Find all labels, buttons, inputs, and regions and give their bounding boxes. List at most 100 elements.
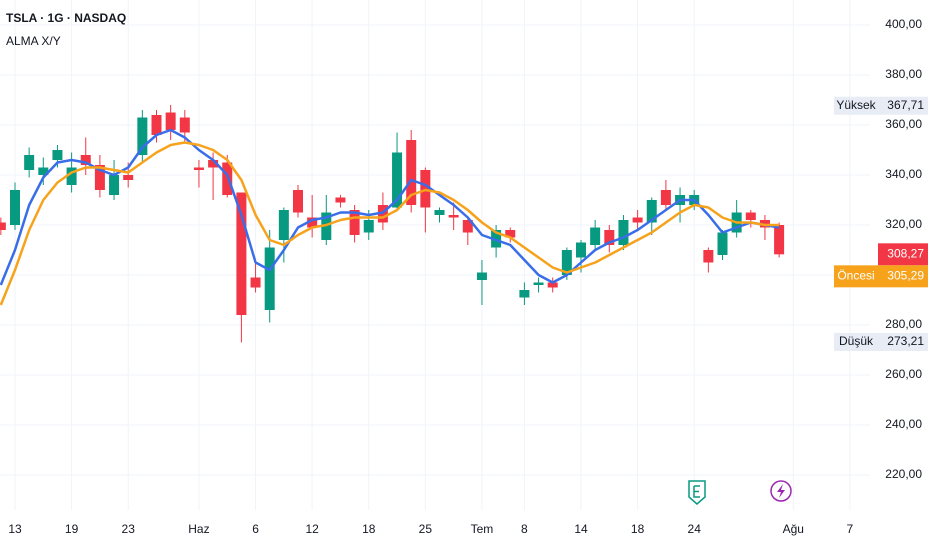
candle-body bbox=[24, 155, 35, 170]
x-tick-label: 18 bbox=[362, 522, 376, 536]
candle-body bbox=[179, 117, 190, 133]
candle-body bbox=[660, 190, 671, 205]
candle-body bbox=[632, 217, 643, 223]
price-label-name: Öncesi bbox=[837, 268, 874, 282]
candle-body bbox=[10, 190, 20, 225]
price-label-bg bbox=[878, 265, 928, 288]
x-tick-label: Haz bbox=[188, 522, 209, 536]
candle-body bbox=[392, 152, 403, 208]
candle-body bbox=[406, 140, 417, 205]
x-tick-label: 7 bbox=[847, 522, 854, 536]
candle-body bbox=[80, 155, 91, 165]
x-tick-label: 19 bbox=[65, 522, 79, 536]
candle-body bbox=[420, 170, 431, 208]
candle-body bbox=[774, 225, 785, 255]
grid bbox=[0, 0, 870, 510]
price-label-bg bbox=[878, 332, 928, 351]
candle-body bbox=[646, 200, 657, 223]
axes: 220,00240,00260,00280,00300,00320,00340,… bbox=[8, 17, 928, 536]
chart-subtitle: ALMA X/Y bbox=[6, 34, 61, 48]
price-label-name-bg bbox=[834, 332, 878, 351]
candle-body bbox=[618, 220, 629, 245]
x-tick-label: 14 bbox=[574, 522, 588, 536]
price-label-name-bg bbox=[834, 96, 878, 115]
y-tick-label: 360,00 bbox=[885, 117, 922, 131]
alma-line bbox=[0, 128, 780, 286]
y-tick-label: 260,00 bbox=[885, 367, 922, 381]
candle-body bbox=[278, 210, 289, 240]
price-label-name: Yüksek bbox=[836, 98, 876, 112]
y-tick-label: 400,00 bbox=[885, 17, 922, 31]
candle-body bbox=[123, 175, 134, 180]
candle-body bbox=[236, 192, 247, 315]
candle-body bbox=[66, 167, 77, 185]
price-label-value: 273,21 bbox=[887, 334, 924, 348]
x-tick-label: 12 bbox=[305, 522, 319, 536]
y-tick-label: 240,00 bbox=[885, 417, 922, 431]
x-tick-label: 25 bbox=[419, 522, 433, 536]
candle-body bbox=[505, 230, 516, 238]
candle-body bbox=[165, 112, 176, 130]
candle-body bbox=[476, 272, 487, 280]
candle-body bbox=[547, 282, 558, 288]
candle-body bbox=[745, 212, 756, 220]
candle-body bbox=[52, 150, 63, 160]
alma-line bbox=[0, 141, 780, 306]
candle-body bbox=[576, 242, 586, 258]
price-label-value: 308,27 bbox=[887, 246, 924, 260]
candle-body bbox=[208, 160, 219, 168]
x-tick-label: 24 bbox=[688, 522, 702, 536]
price-label-value: 305,29 bbox=[887, 268, 924, 282]
x-tick-label: 6 bbox=[252, 522, 259, 536]
x-tick-label: Tem bbox=[471, 522, 494, 536]
candle-body bbox=[307, 217, 318, 228]
candle-body bbox=[151, 115, 162, 135]
candle-body bbox=[434, 210, 445, 215]
candle-body bbox=[717, 232, 728, 255]
candle-body bbox=[94, 165, 105, 190]
candle-body bbox=[293, 190, 303, 213]
y-tick-label: 340,00 bbox=[885, 167, 922, 181]
dividend-icon[interactable] bbox=[770, 480, 792, 502]
candle-body bbox=[0, 222, 6, 230]
y-tick-label: 380,00 bbox=[885, 67, 922, 81]
y-tick-label: 320,00 bbox=[885, 217, 922, 231]
candle-body bbox=[462, 220, 473, 233]
earnings-letter bbox=[693, 485, 700, 498]
price-label-name-bg bbox=[834, 265, 878, 288]
candle-body bbox=[137, 117, 148, 155]
candle-body bbox=[604, 230, 615, 245]
earnings-icon[interactable] bbox=[688, 480, 706, 505]
candle-body bbox=[519, 290, 530, 298]
candle-body bbox=[533, 282, 544, 285]
price-label-value: 367,71 bbox=[887, 98, 924, 112]
x-tick-label: 23 bbox=[122, 522, 136, 536]
chart-title: TSLA · 1G · NASDAQ bbox=[6, 11, 126, 25]
price-label-name: Düşük bbox=[839, 334, 874, 348]
candle-body bbox=[193, 167, 204, 170]
y-tick-label: 220,00 bbox=[885, 467, 922, 481]
candle-body bbox=[349, 210, 360, 235]
candle-body bbox=[363, 220, 374, 233]
candle-body bbox=[448, 215, 459, 218]
price-label-bg bbox=[878, 96, 928, 115]
earnings-badge[interactable] bbox=[688, 480, 706, 505]
plot bbox=[0, 105, 785, 343]
candle-body bbox=[703, 250, 714, 263]
candle-body bbox=[109, 175, 120, 195]
x-tick-label: 18 bbox=[631, 522, 645, 536]
x-tick-label: Ağu bbox=[783, 522, 804, 536]
price-label-bg bbox=[878, 243, 928, 266]
candle-body bbox=[250, 277, 261, 288]
candle-body bbox=[38, 167, 49, 175]
candle-body bbox=[590, 227, 601, 245]
x-tick-label: 8 bbox=[521, 522, 528, 536]
candle-body bbox=[561, 250, 572, 275]
x-tick-label: 13 bbox=[8, 522, 22, 536]
candle-body bbox=[335, 197, 346, 203]
y-tick-label: 280,00 bbox=[885, 317, 922, 331]
lightning bbox=[777, 484, 785, 498]
candle-body bbox=[222, 162, 233, 195]
candle-body bbox=[264, 247, 275, 310]
